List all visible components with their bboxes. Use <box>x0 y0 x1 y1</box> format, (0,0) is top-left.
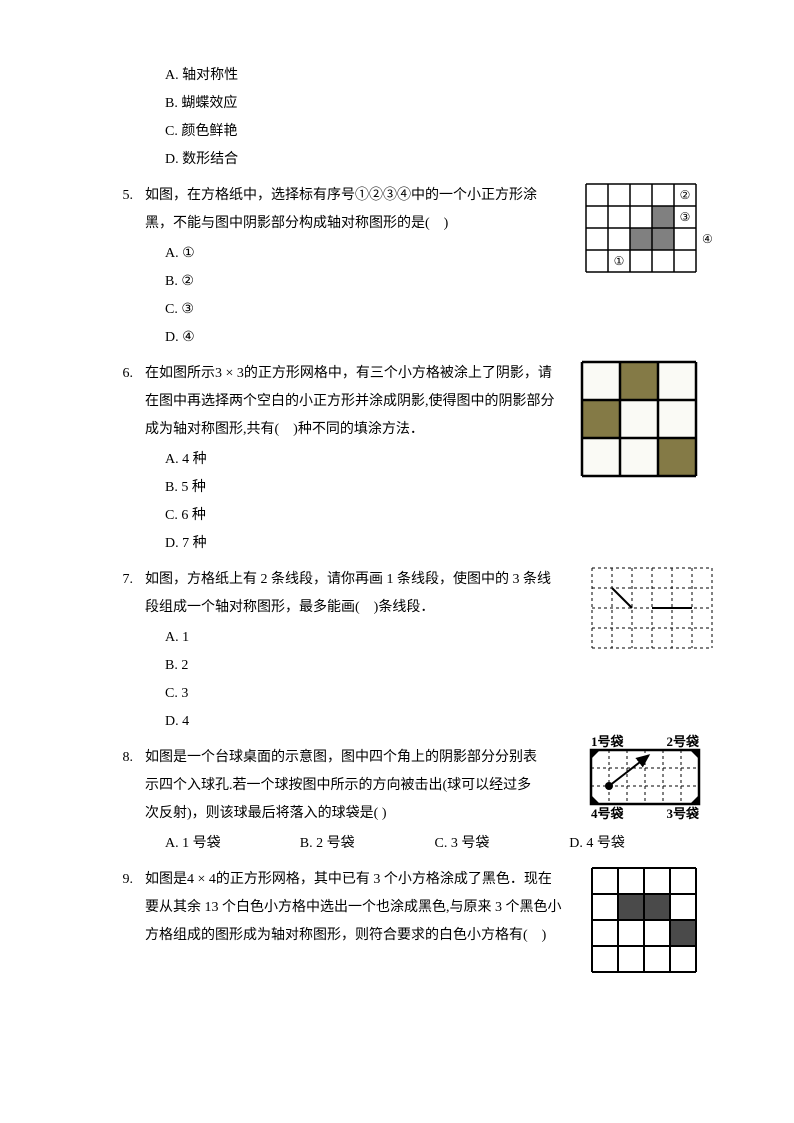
question-9: 9. 如图是4 × 4的正方形网格，其中已有 3 个小方格涂成了黑色．现在要从其… <box>100 866 704 950</box>
q8-number: 8. <box>100 744 145 858</box>
opt-text: 颜色鲜艳 <box>181 124 237 139</box>
svg-text:3号袋: 3号袋 <box>666 806 700 821</box>
opt-text: 2 号袋 <box>316 836 355 851</box>
svg-text:④: ④ <box>702 232 713 246</box>
opt-letter: B <box>165 658 174 673</box>
svg-text:1号袋: 1号袋 <box>591 734 625 749</box>
q6-body: 在如图所示3 × 3的正方形网格中，有三个小方格被涂上了阴影，请在图中再选择两个… <box>145 360 704 558</box>
svg-text:③: ③ <box>680 210 691 224</box>
q7-number: 7. <box>100 566 145 736</box>
opt-letter: D <box>165 152 175 167</box>
opt-text: 4 <box>182 714 189 729</box>
q5-option-d: D. ④ <box>145 324 704 352</box>
question-8: 8. 如图是一个台球桌面的示意图，图中四个角上的阴影部分分别表示四个入球孔.若一… <box>100 744 704 858</box>
q6-figure <box>580 360 714 478</box>
q5-figure: ② ③④ ① <box>584 182 714 274</box>
opt-letter: B <box>300 836 309 851</box>
q4-option-b: B. 蝴蝶效应 <box>145 90 704 118</box>
q5-number: 5. <box>100 182 145 352</box>
opt-text: 1 号袋 <box>182 836 221 851</box>
q5-body: 如图，在方格纸中，选择标有序号①②③④中的一个小正方形涂黑，不能与图中阴影部分构… <box>145 182 704 352</box>
q4-option-d: D. 数形结合 <box>145 146 704 174</box>
opt-letter: B <box>165 96 174 111</box>
q5-option-c: C. ③ <box>145 296 704 324</box>
opt-letter: D <box>165 714 175 729</box>
q8-option-b: B. 2 号袋 <box>300 830 435 858</box>
opt-letter: A <box>165 246 175 261</box>
opt-text: 3 号袋 <box>451 836 490 851</box>
opt-letter: A <box>165 630 175 645</box>
q7-option-c: C. 3 <box>145 680 704 708</box>
opt-text: 数形结合 <box>182 152 238 167</box>
question-6: 6. 在如图所示3 × 3的正方形网格中，有三个小方格被涂上了阴影，请在图中再选… <box>100 360 704 558</box>
q4-option-c: C. 颜色鲜艳 <box>145 118 704 146</box>
opt-text: 3 <box>181 686 188 701</box>
question-7: 7. 如图，方格纸上有 2 条线段，请你再画 1 条线段，使图中的 3 条线段组… <box>100 566 704 736</box>
q4-body: A. 轴对称性 B. 蝴蝶效应 C. 颜色鲜艳 D. 数形结合 <box>145 60 704 174</box>
opt-letter: C <box>435 836 444 851</box>
opt-letter: C <box>165 686 174 701</box>
opt-letter: A <box>165 836 175 851</box>
q9-body: 如图是4 × 4的正方形网格，其中已有 3 个小方格涂成了黑色．现在要从其余 1… <box>145 866 704 950</box>
q7-body: 如图，方格纸上有 2 条线段，请你再画 1 条线段，使图中的 3 条线段组成一个… <box>145 566 704 736</box>
q8-options: A. 1 号袋 B. 2 号袋 C. 3 号袋 D. 4 号袋 <box>145 830 704 858</box>
opt-text: 6 种 <box>181 508 206 523</box>
opt-text: ① <box>182 246 195 261</box>
q7-figure <box>590 566 714 650</box>
opt-letter: D <box>165 536 175 551</box>
opt-letter: D <box>165 330 175 345</box>
opt-letter: A <box>165 452 175 467</box>
q4-option-a: A. 轴对称性 <box>145 62 704 90</box>
q6-number: 6. <box>100 360 145 558</box>
q6-option-c: C. 6 种 <box>145 502 704 530</box>
svg-text:4号袋: 4号袋 <box>591 806 625 821</box>
opt-letter: B <box>165 480 174 495</box>
q8-option-c: C. 3 号袋 <box>435 830 570 858</box>
q8-body: 如图是一个台球桌面的示意图，图中四个角上的阴影部分分别表示四个入球孔.若一个球按… <box>145 744 704 858</box>
q4-spacer <box>100 60 145 174</box>
opt-text: ③ <box>181 302 194 317</box>
opt-text: 1 <box>182 630 189 645</box>
question-5: 5. 如图，在方格纸中，选择标有序号①②③④中的一个小正方形涂黑，不能与图中阴影… <box>100 182 704 352</box>
opt-text: 5 种 <box>181 480 206 495</box>
opt-text: ② <box>181 274 194 289</box>
opt-letter: A <box>165 68 175 83</box>
svg-text:2号袋: 2号袋 <box>666 734 700 749</box>
q8-option-a: A. 1 号袋 <box>165 830 300 858</box>
q8-option-d: D. 4 号袋 <box>569 830 704 858</box>
opt-text: 7 种 <box>182 536 207 551</box>
opt-text: 2 <box>181 658 188 673</box>
opt-text: 4 种 <box>182 452 207 467</box>
q4-options: A. 轴对称性 B. 蝴蝶效应 C. 颜色鲜艳 D. 数形结合 <box>145 62 704 174</box>
opt-letter: B <box>165 274 174 289</box>
opt-letter: C <box>165 124 174 139</box>
opt-text: ④ <box>182 330 195 345</box>
q6-option-d: D. 7 种 <box>145 530 704 558</box>
q7-option-b: B. 2 <box>145 652 704 680</box>
svg-text:①: ① <box>614 254 625 268</box>
q9-figure <box>590 866 714 974</box>
svg-text:②: ② <box>680 188 691 202</box>
q9-number: 9. <box>100 866 145 950</box>
question-4-continued: A. 轴对称性 B. 蝴蝶效应 C. 颜色鲜艳 D. 数形结合 <box>100 60 704 174</box>
opt-letter: C <box>165 508 174 523</box>
opt-text: 轴对称性 <box>182 68 238 83</box>
opt-letter: D <box>569 836 579 851</box>
q6-option-b: B. 5 种 <box>145 474 704 502</box>
opt-text: 4 号袋 <box>586 836 625 851</box>
opt-text: 蝴蝶效应 <box>181 96 237 111</box>
q8-figure: 1号袋 2号袋 4号袋 3号袋 <box>566 732 724 826</box>
opt-letter: C <box>165 302 174 317</box>
